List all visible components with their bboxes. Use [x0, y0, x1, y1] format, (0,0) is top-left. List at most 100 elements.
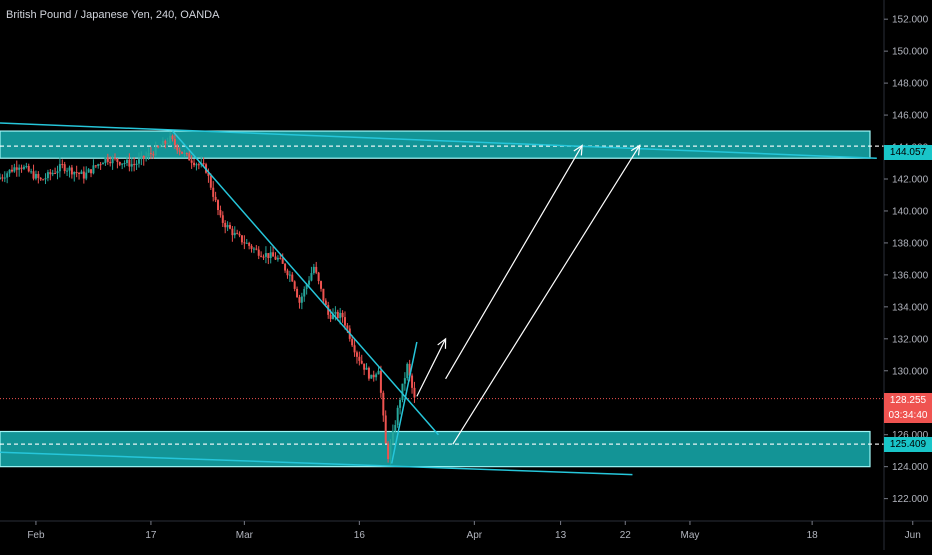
trendline[interactable]: [171, 130, 439, 436]
candle: [145, 156, 148, 159]
candle: [396, 407, 399, 426]
upper-zone-price-tag: 144.057: [884, 145, 932, 160]
candle: [343, 317, 346, 326]
candle: [10, 169, 13, 172]
candle: [58, 164, 61, 172]
candle: [54, 172, 57, 174]
candle: [49, 172, 52, 175]
candle: [152, 153, 155, 156]
candle: [116, 158, 119, 163]
candle: [317, 272, 320, 282]
candle: [219, 210, 222, 216]
candle: [137, 159, 140, 164]
candle: [257, 249, 260, 256]
candle: [166, 143, 169, 145]
candle: [358, 356, 361, 361]
projection-arrow[interactable]: [445, 145, 583, 380]
candle: [164, 140, 167, 144]
candle: [394, 425, 397, 431]
candle: [90, 169, 93, 174]
candle: [341, 312, 344, 318]
projection-arrow[interactable]: [416, 338, 447, 397]
candle: [339, 312, 342, 319]
price-axis-label: 148.000: [892, 79, 929, 90]
candle: [78, 172, 81, 174]
support-resistance-zone[interactable]: [0, 430, 871, 468]
price-axis-label: 124.000: [892, 462, 929, 473]
candle: [118, 162, 121, 165]
trendline[interactable]: [390, 341, 418, 464]
candle: [97, 164, 100, 167]
candle: [324, 300, 327, 306]
candle: [159, 146, 162, 148]
candle: [70, 167, 73, 175]
candle: [183, 153, 186, 155]
candle: [66, 170, 69, 172]
candle: [214, 196, 217, 201]
price-axis-label: 132.000: [892, 334, 929, 345]
candle: [37, 173, 40, 178]
candle: [32, 171, 35, 179]
candle: [252, 248, 255, 250]
candle: [281, 258, 284, 264]
candle: [245, 242, 248, 244]
candle: [360, 360, 363, 364]
candle: [384, 415, 387, 444]
candle: [169, 135, 172, 144]
candle: [262, 256, 265, 258]
time-axis-label: 18: [807, 530, 819, 541]
candle: [85, 172, 88, 179]
candle: [267, 253, 270, 259]
candle: [370, 374, 373, 379]
arrow-head: [573, 144, 583, 156]
candle: [379, 370, 382, 393]
candle: [310, 273, 313, 281]
candle: [104, 157, 107, 164]
candle: [233, 232, 236, 236]
candle: [133, 164, 136, 166]
symbol-title: British Pound / Japanese Yen, 240, OANDA: [6, 9, 220, 21]
candle: [6, 173, 9, 178]
candle: [329, 314, 332, 319]
candle: [61, 164, 64, 166]
candle: [372, 374, 375, 378]
candle: [51, 172, 54, 175]
candle: [197, 164, 200, 166]
candle: [236, 232, 239, 234]
trendline[interactable]: [0, 122, 877, 159]
candle: [217, 200, 220, 211]
support-resistance-zone[interactable]: [0, 130, 871, 159]
candle: [315, 266, 318, 273]
projection-arrow[interactable]: [452, 145, 641, 445]
candle: [403, 378, 406, 384]
candle: [363, 363, 366, 370]
candle: [181, 151, 184, 154]
countdown-tag: 03:34:40: [884, 408, 932, 423]
candle: [331, 313, 334, 319]
candle: [25, 166, 28, 168]
candle: [94, 165, 97, 167]
candle: [279, 257, 282, 259]
price-axis-label: 126.000: [892, 430, 929, 441]
candle: [147, 153, 150, 157]
candle: [68, 167, 71, 171]
price-axis-label: 138.000: [892, 238, 929, 249]
candle: [231, 228, 234, 236]
candle: [125, 159, 128, 163]
candle: [73, 172, 76, 175]
candle: [202, 163, 205, 165]
price-axis-label: 136.000: [892, 270, 929, 281]
candle: [13, 167, 16, 172]
time-axis-label: 13: [555, 530, 567, 541]
trendline[interactable]: [0, 451, 633, 476]
candle: [401, 383, 404, 400]
time-axis-label: 16: [354, 530, 366, 541]
candle: [353, 345, 356, 353]
time-axis-label: Feb: [27, 530, 45, 541]
candle: [250, 245, 253, 249]
time-axis-label: 17: [145, 530, 157, 541]
candle: [276, 257, 279, 260]
candle: [286, 270, 289, 276]
